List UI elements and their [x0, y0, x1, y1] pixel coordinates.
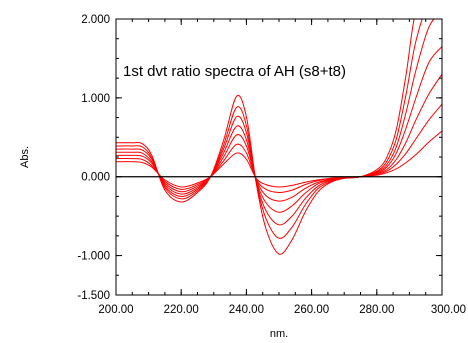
x-tick-label: 220.00: [164, 304, 199, 316]
plot-area: [116, 19, 442, 295]
x-axis-label: nm.: [270, 328, 288, 340]
series-line-2: [116, 103, 442, 193]
series-line-6: [116, 19, 423, 239]
y-tick-label: 0.000: [81, 172, 110, 184]
series-layer: [116, 19, 442, 255]
x-tick-label: 200.00: [98, 304, 133, 316]
y-tick-label: -1.000: [77, 251, 110, 263]
series-line-1: [116, 130, 442, 188]
y-tick-label: -1.500: [77, 290, 110, 302]
series-line-3: [116, 73, 442, 202]
x-tick-label: 240.00: [229, 304, 264, 316]
chart-title: 1st dvt ratio spectra of AH (s8+t8): [123, 63, 346, 80]
axis-layer: 200.00 220.00 240.00 260.00 280.00 300.00 2.00…: [77, 14, 466, 316]
x-tick-label: 260.00: [294, 304, 329, 316]
x-tick-label: 280.00: [359, 304, 394, 316]
series-line-7: [116, 19, 415, 255]
x-tick-label: 300.00: [431, 304, 466, 316]
series-line-5: [116, 19, 435, 226]
y-tick-label: 2.000: [81, 14, 110, 26]
y-axis-label: Abs.: [19, 146, 31, 168]
y-tick-label: 1.000: [81, 93, 110, 105]
series-line-4: [116, 46, 442, 213]
